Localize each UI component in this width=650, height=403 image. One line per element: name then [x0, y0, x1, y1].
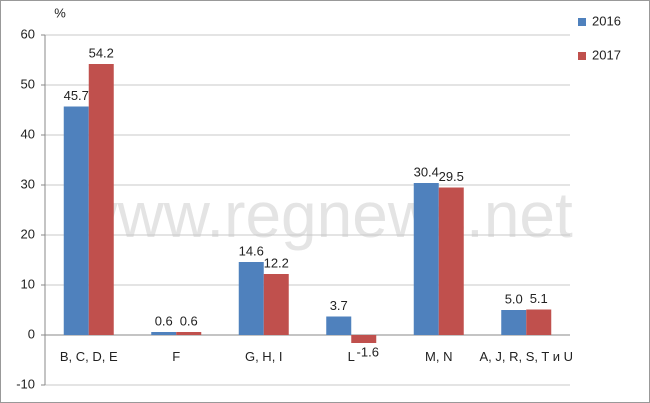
- value-label: 30.4: [414, 164, 439, 179]
- x-tick-label: M, N: [425, 349, 453, 364]
- x-tick-label-box: G, H, I: [244, 349, 283, 364]
- legend-swatch: [578, 52, 586, 60]
- bar: [526, 309, 552, 335]
- bar: [413, 183, 439, 335]
- value-label: 12.2: [264, 255, 289, 270]
- value-label: 0.6: [180, 313, 198, 328]
- bar: [151, 332, 177, 335]
- x-tick-label-box: L: [347, 349, 355, 364]
- value-label: 5.0: [505, 291, 523, 306]
- value-label: 45.7: [64, 88, 89, 103]
- x-tick-label-box: M, N: [425, 349, 453, 364]
- y-tick-label: 0: [28, 326, 35, 341]
- y-tick-label: -10: [16, 376, 35, 391]
- bar: [351, 335, 377, 343]
- bar: [63, 106, 89, 335]
- value-label: 0.6: [155, 313, 173, 328]
- bar: [176, 332, 202, 335]
- bar: [438, 187, 464, 335]
- value-label: 54.2: [89, 45, 114, 60]
- x-tick-label-box: B, C, D, E: [59, 349, 118, 364]
- value-label: 3.7: [330, 298, 348, 313]
- value-label: -1.6: [357, 344, 379, 359]
- y-tick-label: 50: [21, 76, 35, 91]
- y-tick-label: 10: [21, 276, 35, 291]
- x-tick-label: B, C, D, E: [59, 349, 118, 364]
- legend-label: 2016: [592, 13, 621, 28]
- value-label: 5.1: [530, 291, 548, 306]
- legend-label: 2017: [592, 47, 621, 62]
- value-label: 29.5: [439, 169, 464, 184]
- y-tick-label: 40: [21, 126, 35, 141]
- bar: [88, 64, 114, 335]
- y-tick-label: 30: [21, 176, 35, 191]
- y-tick-label: 20: [21, 226, 35, 241]
- unit-label: %: [54, 5, 66, 20]
- bar: [501, 310, 527, 335]
- x-tick-label: A, J, R, S, T и U: [479, 349, 573, 364]
- value-label: 14.6: [239, 243, 264, 258]
- bar: [263, 274, 289, 335]
- x-tick-label-box: F: [172, 349, 181, 364]
- x-tick-label: G, H, I: [244, 349, 283, 364]
- watermark: www.regnews.net: [70, 179, 573, 251]
- x-tick-label: L: [347, 349, 355, 364]
- y-tick-label: 60: [21, 26, 35, 41]
- x-tick-label-box: A, J, R, S, T и U: [479, 349, 573, 364]
- legend-swatch: [578, 18, 586, 26]
- bar: [238, 262, 264, 335]
- bar: [326, 316, 352, 335]
- x-tick-label: F: [172, 349, 181, 364]
